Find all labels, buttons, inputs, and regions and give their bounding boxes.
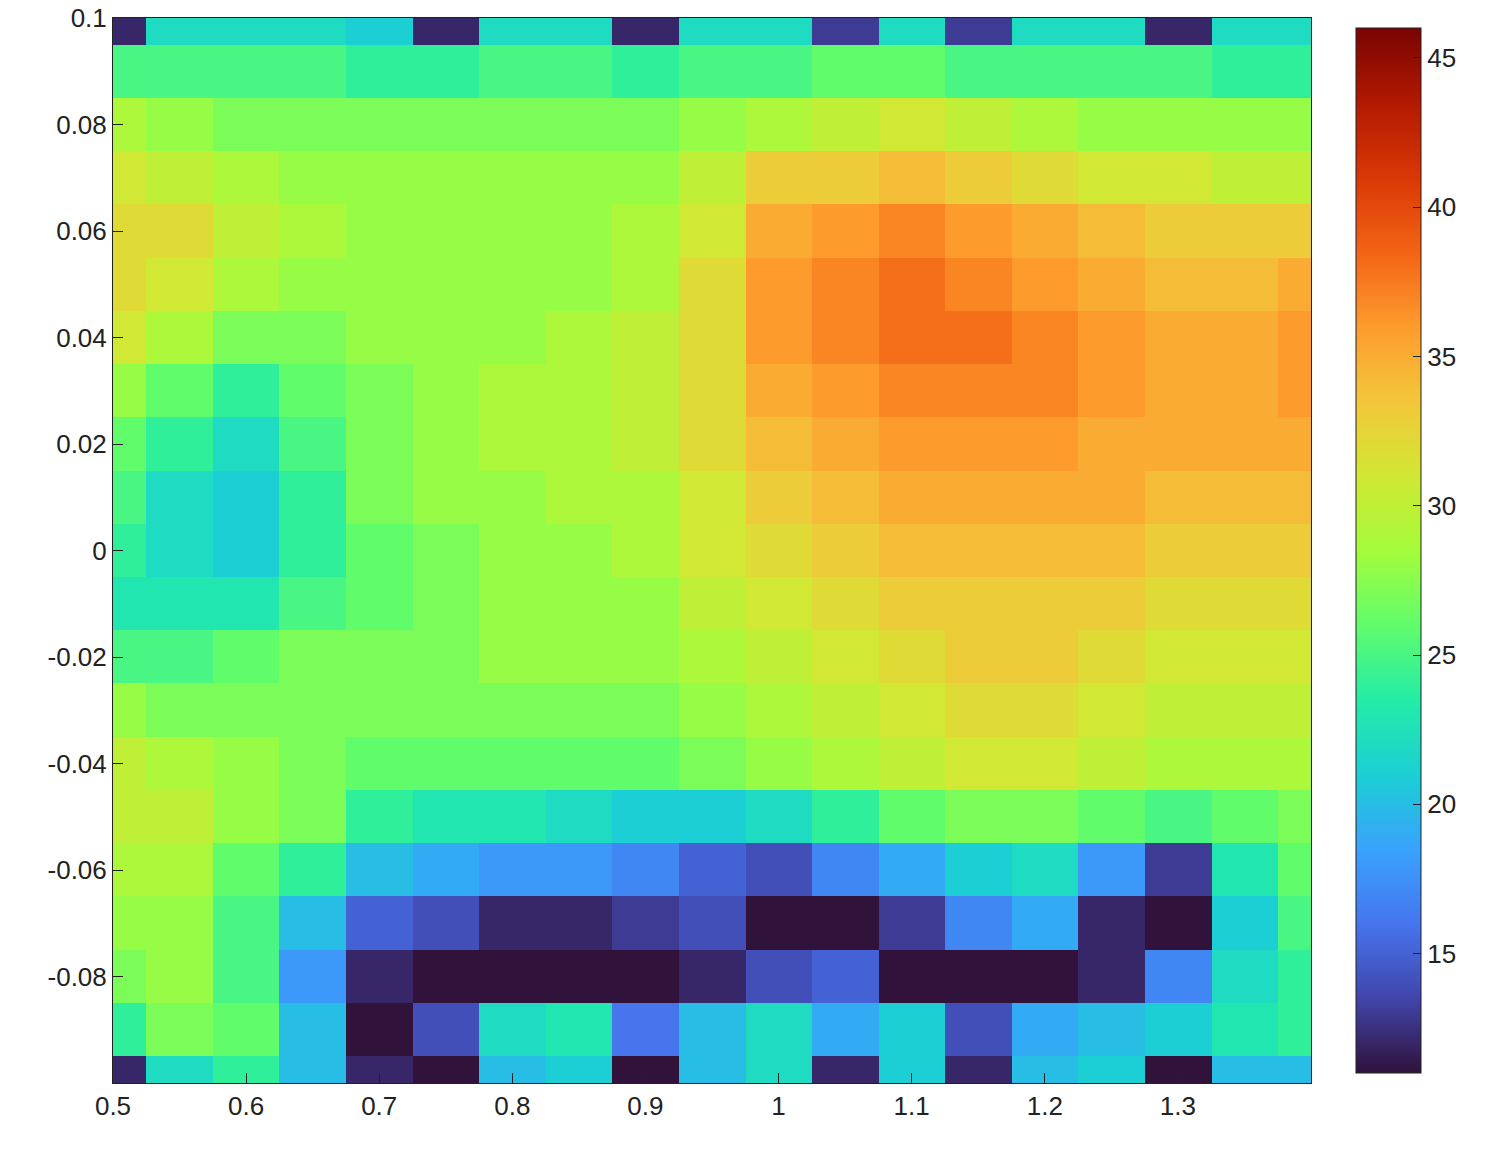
svg-text:0.9: 0.9 [627, 1091, 663, 1121]
svg-text:0.06: 0.06 [56, 216, 107, 246]
svg-text:1: 1 [771, 1091, 785, 1121]
svg-text:0.02: 0.02 [56, 429, 107, 459]
svg-text:1.1: 1.1 [894, 1091, 930, 1121]
svg-text:0.04: 0.04 [56, 323, 107, 353]
svg-text:-0.08: -0.08 [48, 962, 107, 992]
svg-text:15: 15 [1427, 939, 1456, 969]
svg-text:25: 25 [1427, 640, 1456, 670]
svg-text:30: 30 [1427, 491, 1456, 521]
svg-text:0: 0 [92, 536, 106, 566]
svg-text:0.5: 0.5 [95, 1091, 131, 1121]
svg-text:0.8: 0.8 [494, 1091, 530, 1121]
svg-text:1.2: 1.2 [1027, 1091, 1063, 1121]
svg-text:-0.04: -0.04 [48, 749, 107, 779]
svg-text:40: 40 [1427, 192, 1456, 222]
svg-text:20: 20 [1427, 789, 1456, 819]
svg-text:-0.06: -0.06 [48, 855, 107, 885]
svg-text:35: 35 [1427, 342, 1456, 372]
svg-text:0.7: 0.7 [361, 1091, 397, 1121]
svg-text:45: 45 [1427, 43, 1456, 73]
svg-text:0.08: 0.08 [56, 110, 107, 140]
svg-text:0.6: 0.6 [228, 1091, 264, 1121]
svg-text:1.3: 1.3 [1160, 1091, 1196, 1121]
svg-text:0.1: 0.1 [71, 3, 107, 33]
svg-text:-0.02: -0.02 [48, 642, 107, 672]
